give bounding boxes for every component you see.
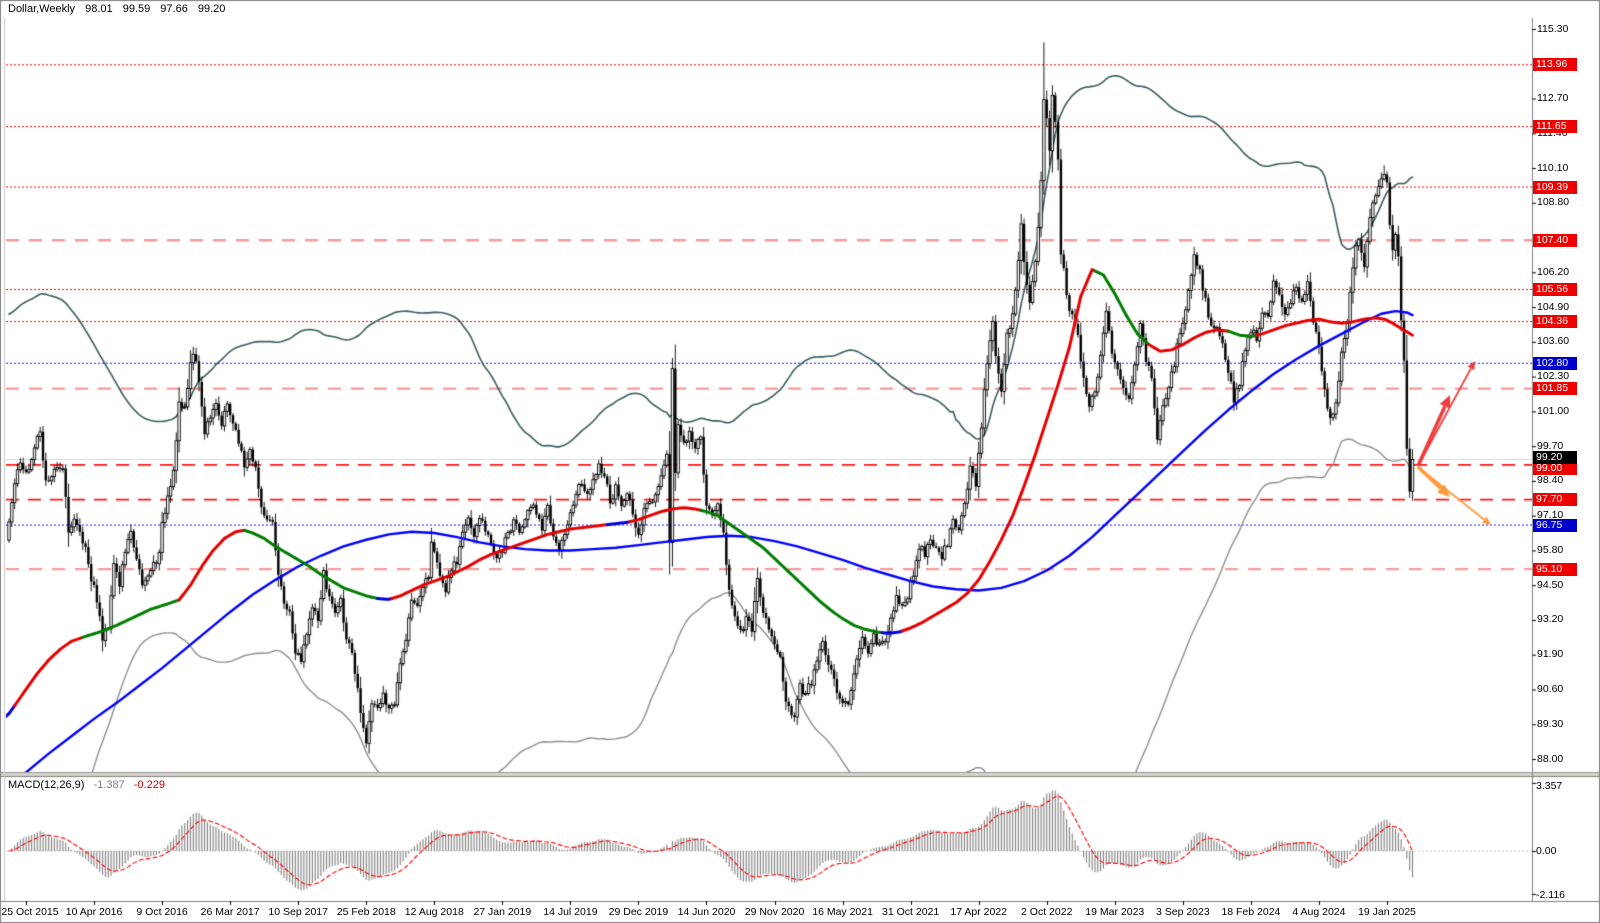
price-axis-label: 88.00 [1537,752,1564,765]
price-axis-label: 91.90 [1537,648,1564,661]
price-level-badge: 97.70 [1533,493,1577,507]
price-axis-label: 102.30 [1537,370,1570,383]
date-axis-label: 31 Oct 2021 [882,906,940,918]
price-axis-label: 94.50 [1537,578,1564,591]
price-level-badge: 113.96 [1533,58,1577,72]
price-axis-label: 115.30 [1537,22,1569,35]
price-level-badge: 101.85 [1533,382,1577,396]
date-axis-label: 18 Feb 2024 [1221,906,1281,918]
date-axis-label: 16 May 2021 [812,906,873,918]
date-axis-label: 3 Sep 2023 [1155,906,1210,918]
price-axis-label: 95.80 [1537,543,1564,556]
price-level-badge: 105.56 [1533,282,1577,296]
price-level-badge: 104.36 [1533,315,1577,329]
price-axis-label: 89.30 [1537,717,1564,730]
price-axis-label: 112.70 [1537,92,1569,105]
chart-title: Dollar,Weekly 98.01 99.59 97.66 99.20 [8,3,225,15]
price-axis-label: 108.80 [1537,196,1570,209]
macd-params-label: MACD(12,26,9) [8,779,85,791]
price-level-badge: 109.39 [1533,180,1577,194]
ohlc-open: 98.01 [85,3,113,15]
price-axis-label: 93.20 [1537,613,1564,626]
price-level-badge: 96.75 [1533,518,1577,532]
date-axis-label: 14 Jun 2020 [677,906,736,918]
date-axis-label: 2 Oct 2022 [1021,906,1073,918]
ohlc-close: 99.20 [197,3,226,15]
date-axis-label: 29 Nov 2020 [744,906,805,918]
price-axis-label: 110.10 [1537,161,1569,174]
price-axis-label: 99.70 [1537,439,1564,452]
date-axis-label: 27 Jan 2019 [473,906,532,918]
price-axis-label: 98.40 [1537,474,1564,487]
price-axis-label: 97.10 [1537,509,1564,522]
price-level-badge: 102.80 [1533,356,1577,370]
date-axis-label: 19 Jan 2025 [1358,906,1416,918]
date-axis-label: 10 Sep 2017 [268,906,328,918]
macd-value: -1.387 [93,779,125,791]
date-axis-label: 10 Apr 2016 [65,906,123,918]
date-axis-label: 4 Aug 2024 [1292,906,1346,918]
price-level-badge: 99.00 [1533,462,1577,476]
symbol-timeframe-label: Dollar,Weekly [8,3,76,15]
price-axis-label: 103.60 [1537,335,1570,348]
macd-scale-zero: 0.00 [1536,844,1557,857]
date-axis-label: 29 Dec 2019 [608,906,669,918]
date-axis-label: 12 Aug 2018 [404,906,464,918]
price-axis-label: 101.00 [1537,404,1570,417]
date-axis-label: 26 Mar 2017 [200,906,260,918]
macd-signal-value: -0.229 [133,779,165,791]
price-axis-label: 90.60 [1537,682,1564,695]
date-axis-label: 17 Apr 2022 [950,906,1008,918]
macd-scale-max: 3.357 [1536,780,1563,792]
current-price-badge: 99.20 [1533,450,1577,464]
date-axis-label: 19 Mar 2023 [1085,906,1145,918]
date-axis-label: 9 Oct 2016 [136,906,188,918]
macd-scale-min: -2.116 [1536,889,1565,901]
price-axis-label: 104.90 [1537,300,1570,313]
date-axis-label: 25 Oct 2015 [1,906,59,918]
date-axis-label: 25 Feb 2018 [336,906,396,918]
price-level-badge: 107.40 [1533,233,1577,247]
price-axis-label: 106.20 [1537,265,1570,278]
ohlc-low: 97.66 [160,3,188,15]
price-level-badge: 111.65 [1533,120,1577,134]
date-axis-label: 14 Jul 2019 [543,906,598,918]
ohlc-high: 99.59 [122,3,151,15]
price-level-badge: 95.10 [1533,562,1577,576]
macd-indicator-label: MACD(12,26,9) -1.387 -0.229 [8,779,165,791]
